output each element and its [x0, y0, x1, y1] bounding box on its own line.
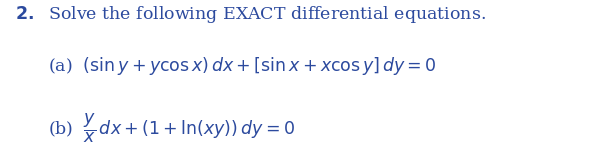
Text: $\mathbf{2.}$  Solve the following EXACT differential equations.: $\mathbf{2.}$ Solve the following EXACT …: [15, 4, 486, 25]
Text: (a)  $(\sin y + y\cos x)\,dx + [\sin x + x\cos y]\,dy = 0$: (a) $(\sin y + y\cos x)\,dx + [\sin x + …: [48, 55, 437, 77]
Text: (b)  $\dfrac{y}{x}\,dx + (1 + \ln(xy))\,dy = 0$: (b) $\dfrac{y}{x}\,dx + (1 + \ln(xy))\,d…: [48, 112, 295, 145]
